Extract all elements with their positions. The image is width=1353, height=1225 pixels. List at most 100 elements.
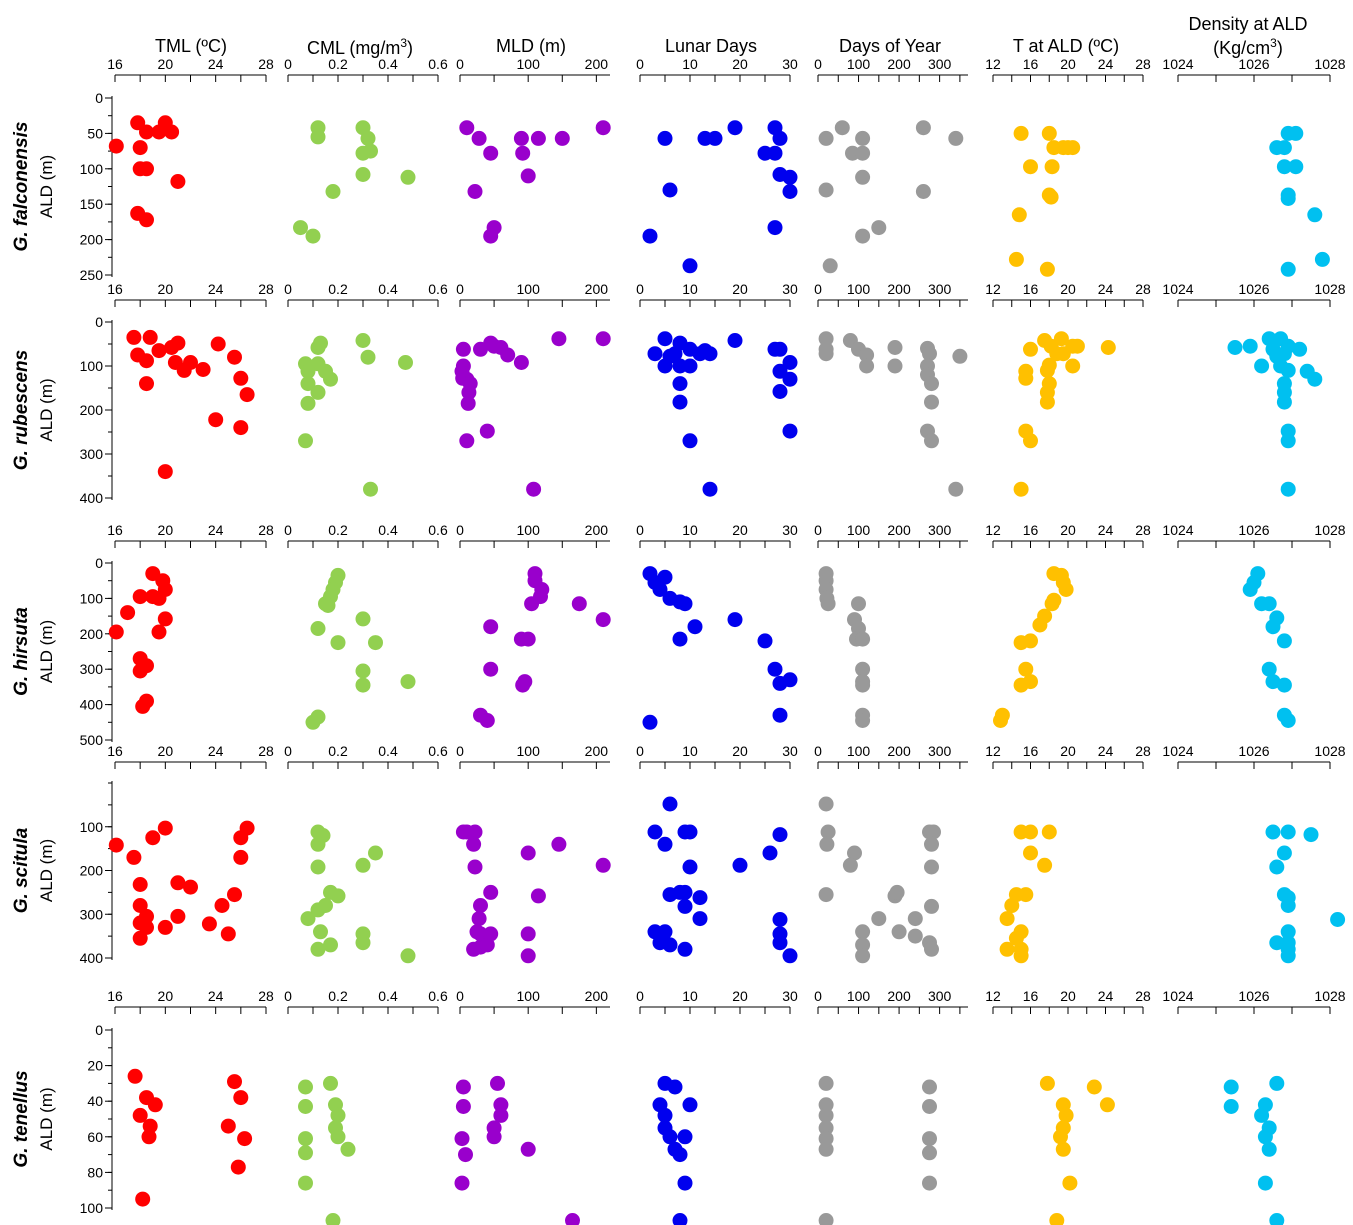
- panel-tald: 12 16 20 24 28: [985, 988, 1151, 1225]
- data-point: [1065, 358, 1081, 374]
- data-point: [458, 1147, 473, 1163]
- data-point: [151, 590, 167, 606]
- data-point: [922, 1175, 937, 1191]
- y-tick-label: 100: [80, 358, 104, 374]
- data-point: [208, 412, 224, 428]
- x-tick-label: 24: [208, 56, 224, 72]
- x-tick-label: 20: [158, 522, 174, 538]
- x-tick-label: 24: [208, 281, 224, 297]
- x-tick-label: 100: [847, 522, 871, 538]
- data-point: [732, 857, 748, 873]
- data-point: [459, 433, 475, 449]
- data-point: [459, 120, 475, 136]
- data-point: [889, 884, 905, 900]
- data-point: [515, 677, 531, 693]
- data-point: [1280, 824, 1296, 840]
- data-point: [871, 220, 887, 236]
- x-tick-label: 1028: [1314, 281, 1345, 297]
- data-point: [1058, 1107, 1074, 1123]
- data-point: [355, 611, 371, 627]
- data-point: [1013, 948, 1029, 964]
- col-title-cml-after: ): [407, 38, 413, 58]
- data-point: [855, 713, 871, 728]
- data-point: [1018, 370, 1034, 386]
- x-tick-label: 12: [985, 522, 1001, 538]
- data-point: [818, 1131, 834, 1147]
- panel-cml: 0 0.2 0.4 0.6: [284, 522, 448, 730]
- data-point: [139, 161, 154, 177]
- x-tick-label: 1024: [1162, 522, 1193, 538]
- data-point: [1011, 207, 1027, 223]
- panel-lunar: 0 10 20 30: [636, 281, 798, 497]
- data-point: [818, 1097, 834, 1113]
- data-point: [1023, 845, 1038, 861]
- data-point: [170, 908, 186, 924]
- data-point: [310, 859, 326, 875]
- x-tick-label: 1026: [1238, 56, 1269, 72]
- data-point: [135, 698, 151, 714]
- x-tick-label: 0: [636, 56, 644, 72]
- y-tick-label: 100: [80, 1200, 104, 1216]
- data-point: [682, 433, 698, 449]
- data-point: [922, 1145, 937, 1161]
- data-point: [818, 1141, 834, 1157]
- data-point: [355, 857, 371, 873]
- data-point: [142, 329, 158, 345]
- x-tick-label: 0: [284, 522, 292, 538]
- panel-cml: 0 0.2 0.4 0.6: [284, 281, 448, 497]
- panel-lunar: 0 10 20 30: [636, 522, 798, 730]
- data-point: [139, 353, 154, 369]
- data-point: [1023, 341, 1038, 357]
- data-point: [239, 820, 255, 836]
- x-tick-label: 20: [732, 281, 748, 297]
- col-title-density-sup: 3: [1270, 36, 1277, 50]
- data-point: [1018, 887, 1034, 903]
- data-point: [1303, 827, 1319, 843]
- x-tick-label: 20: [1060, 281, 1076, 297]
- data-point: [323, 1075, 338, 1091]
- data-point: [400, 169, 416, 185]
- x-tick-label: 16: [1023, 281, 1039, 297]
- data-point: [1330, 912, 1346, 927]
- col-title-density-after: ): [1277, 38, 1283, 58]
- x-tick-label: 28: [258, 743, 274, 759]
- x-tick-label: 200: [887, 988, 911, 1004]
- data-point: [323, 371, 338, 387]
- data-point: [767, 145, 783, 161]
- data-point: [1276, 845, 1292, 861]
- x-tick-label: 0: [636, 988, 644, 1004]
- x-tick-label: 30: [782, 522, 798, 538]
- panel-mld: 0 100 200: [456, 522, 611, 728]
- data-point: [820, 824, 836, 840]
- data-point: [300, 376, 316, 392]
- data-point: [682, 824, 698, 840]
- panel-doy: 0 100 200 300: [814, 743, 968, 964]
- data-point: [595, 612, 611, 628]
- data-point: [1307, 207, 1323, 223]
- data-point: [907, 911, 923, 927]
- data-point: [907, 928, 923, 944]
- data-point: [513, 130, 529, 146]
- data-point: [818, 1213, 834, 1225]
- data-point: [1280, 191, 1296, 206]
- data-point: [183, 879, 198, 895]
- data-point: [293, 220, 308, 236]
- x-tick-label: 12: [985, 743, 1001, 759]
- data-point: [1069, 338, 1085, 354]
- y-tick-label: 150: [80, 196, 104, 212]
- data-point: [1039, 1075, 1055, 1091]
- data-point: [201, 916, 217, 932]
- data-point: [1276, 633, 1292, 649]
- data-point: [855, 677, 871, 693]
- data-point: [1227, 340, 1243, 355]
- data-point: [323, 937, 338, 953]
- data-point: [1288, 159, 1304, 175]
- data-point: [887, 358, 903, 374]
- y-tick-label: 60: [87, 1129, 103, 1145]
- data-point: [479, 423, 495, 439]
- data-point: [727, 612, 743, 628]
- data-point: [707, 130, 723, 146]
- data-point: [1314, 251, 1330, 267]
- data-point: [132, 898, 148, 913]
